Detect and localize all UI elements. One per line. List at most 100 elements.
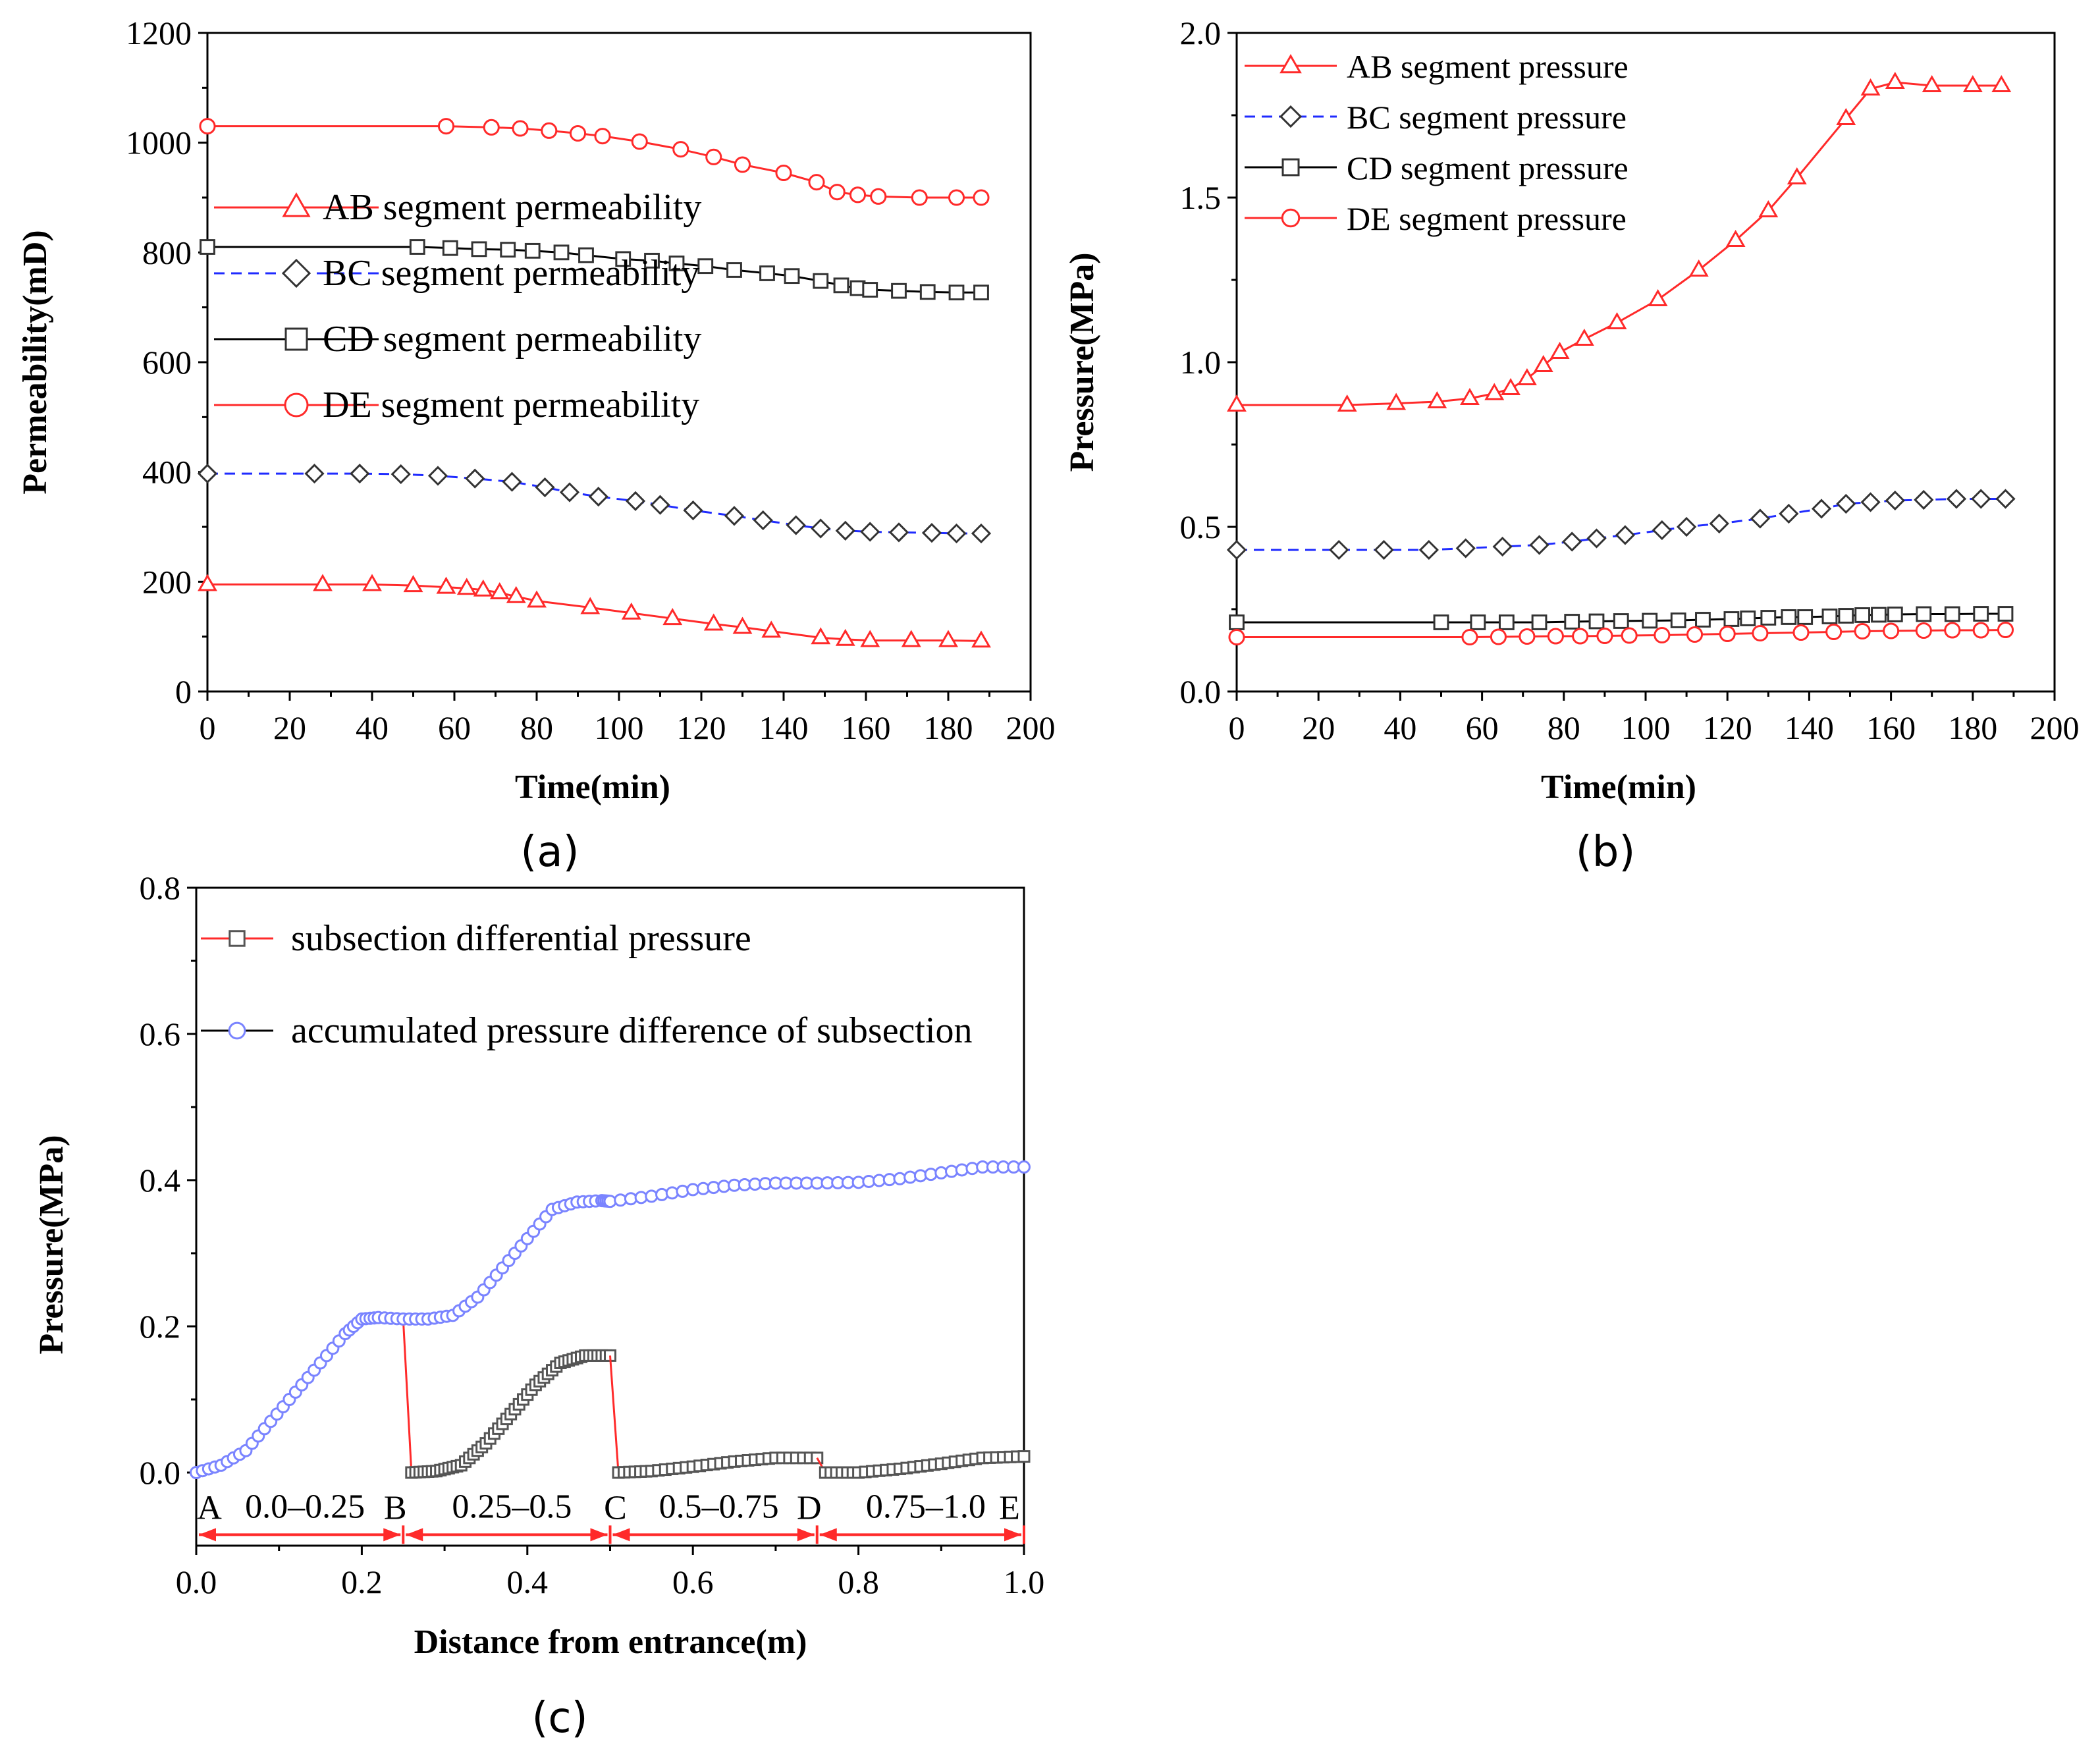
x-tick-label: 100 bbox=[1621, 709, 1671, 746]
accumulated-point-circle bbox=[1017, 1160, 1031, 1174]
data-point-diamond bbox=[921, 523, 942, 543]
accumulated-point-circle bbox=[903, 1170, 917, 1184]
legend: AB segment permeability BC segment permea… bbox=[214, 187, 701, 425]
data-point-triangle bbox=[1501, 377, 1521, 395]
data-point-square bbox=[553, 244, 570, 261]
data-point-diamond bbox=[535, 477, 555, 498]
point-label: D bbox=[797, 1489, 822, 1527]
data-point-diamond bbox=[1709, 513, 1729, 534]
accumulated-point-circle bbox=[645, 1189, 659, 1203]
y-tick-label: 0.8 bbox=[140, 869, 181, 906]
series-line-1 bbox=[207, 472, 981, 535]
data-point-circle bbox=[1719, 625, 1736, 643]
data-point-triangle bbox=[489, 582, 510, 599]
data-point-square bbox=[1723, 611, 1740, 627]
y-tick-label: 1000 bbox=[126, 124, 192, 161]
data-point-diamond bbox=[946, 523, 967, 544]
data-point-circle bbox=[1972, 622, 1989, 639]
data-point-circle bbox=[199, 118, 216, 135]
x-tick-label: 80 bbox=[520, 709, 553, 746]
data-point-triangle bbox=[1688, 259, 1709, 277]
legend-label: DE segment permeability bbox=[323, 385, 699, 425]
x-tick-label: 1.0 bbox=[1004, 1563, 1045, 1600]
x-tick-label: 200 bbox=[1006, 709, 1056, 746]
segment-range-label: 0.5–0.75 bbox=[659, 1488, 779, 1525]
data-point-triangle bbox=[1836, 107, 1856, 125]
data-point-circle bbox=[1915, 622, 1932, 639]
y-tick-label: 0.6 bbox=[140, 1016, 181, 1052]
data-point-square bbox=[615, 251, 632, 267]
data-point-square bbox=[1973, 606, 1989, 622]
data-point-triangle bbox=[1885, 71, 1905, 89]
data-point-circle bbox=[808, 174, 825, 191]
data-point-diamond bbox=[1374, 539, 1394, 560]
data-point-circle bbox=[672, 141, 689, 158]
data-point-triangle bbox=[1517, 367, 1537, 385]
data-point-square bbox=[1613, 613, 1629, 629]
data-point-triangle bbox=[1787, 167, 1807, 184]
data-point-square bbox=[1871, 607, 1887, 623]
data-point-triangle bbox=[971, 630, 991, 648]
data-point-triangle bbox=[811, 627, 831, 645]
data-point-diamond bbox=[650, 495, 670, 515]
data-point-diamond bbox=[427, 466, 448, 486]
legend-label: subsection differential pressure bbox=[291, 918, 751, 959]
y-tick-label: 1.0 bbox=[1180, 344, 1222, 381]
y-tick-label: 0.4 bbox=[140, 1162, 181, 1199]
data-point-diamond bbox=[1455, 538, 1476, 558]
data-point-diamond bbox=[1652, 520, 1672, 541]
legend-marker-triangle bbox=[1279, 53, 1302, 74]
x-tick-label: 0.8 bbox=[838, 1563, 879, 1600]
data-point-triangle bbox=[901, 630, 921, 647]
data-point-circle bbox=[849, 186, 867, 203]
data-point-triangle bbox=[580, 597, 601, 614]
x-tick-label: 0 bbox=[200, 709, 216, 746]
data-point-triangle bbox=[1758, 200, 1779, 217]
data-point-triangle bbox=[835, 628, 855, 646]
data-point-square bbox=[1781, 609, 1797, 625]
data-point-diamond bbox=[786, 515, 806, 535]
data-point-square bbox=[1564, 614, 1580, 630]
data-point-circle bbox=[1228, 628, 1245, 646]
data-point-triangle bbox=[621, 602, 641, 620]
data-point-triangle bbox=[703, 613, 724, 631]
data-point-diamond bbox=[753, 510, 773, 531]
chart-panel-b: 0.0 0.5 1.0 1.5 2.0 0 20 40 60 80 100 120 140 160 180 2… bbox=[1063, 14, 2080, 877]
y-tick-label: 1.5 bbox=[1180, 179, 1222, 216]
data-point-diamond bbox=[860, 522, 880, 542]
y-tick-label: 1200 bbox=[126, 14, 192, 51]
data-point-circle bbox=[1825, 623, 1843, 641]
data-point-diamond bbox=[625, 491, 646, 511]
x-tick-label: 60 bbox=[1466, 709, 1499, 746]
data-point-square bbox=[973, 284, 989, 301]
data-point-diamond bbox=[1995, 489, 2016, 509]
accumulated-point-circle bbox=[913, 1169, 927, 1183]
accumulated-point-circle bbox=[934, 1166, 948, 1179]
data-point-square bbox=[1916, 606, 1932, 622]
data-point-circle bbox=[1792, 624, 1810, 641]
arrow-head-left bbox=[612, 1528, 630, 1542]
data-point-diamond bbox=[1946, 489, 1967, 509]
panel-label: (c) bbox=[531, 1694, 587, 1743]
data-point-triangle bbox=[1991, 74, 2012, 92]
data-point-diamond bbox=[1492, 536, 1513, 557]
x-tick-label: 0.2 bbox=[341, 1563, 383, 1600]
data-point-circle bbox=[541, 122, 558, 139]
data-point-triangle bbox=[198, 574, 217, 591]
data-point-circle bbox=[1997, 621, 2014, 639]
y-tick-label: 400 bbox=[142, 454, 192, 491]
data-point-square bbox=[862, 282, 878, 298]
data-point-circle bbox=[1654, 626, 1671, 644]
data-point-square bbox=[442, 240, 458, 256]
y-tick-label: 0.0 bbox=[140, 1454, 181, 1491]
data-point-triangle bbox=[1607, 312, 1627, 329]
data-point-triangle bbox=[860, 630, 880, 647]
data-point-triangle bbox=[1337, 394, 1357, 412]
data-point-diamond bbox=[1676, 516, 1697, 537]
x-tick-label: 0 bbox=[1229, 709, 1245, 746]
x-tick-label: 160 bbox=[1866, 709, 1916, 746]
data-point-square bbox=[919, 284, 936, 300]
data-point-circle bbox=[870, 188, 887, 205]
diff-point-square bbox=[1017, 1450, 1031, 1463]
accumulated-point-circle bbox=[924, 1168, 938, 1181]
